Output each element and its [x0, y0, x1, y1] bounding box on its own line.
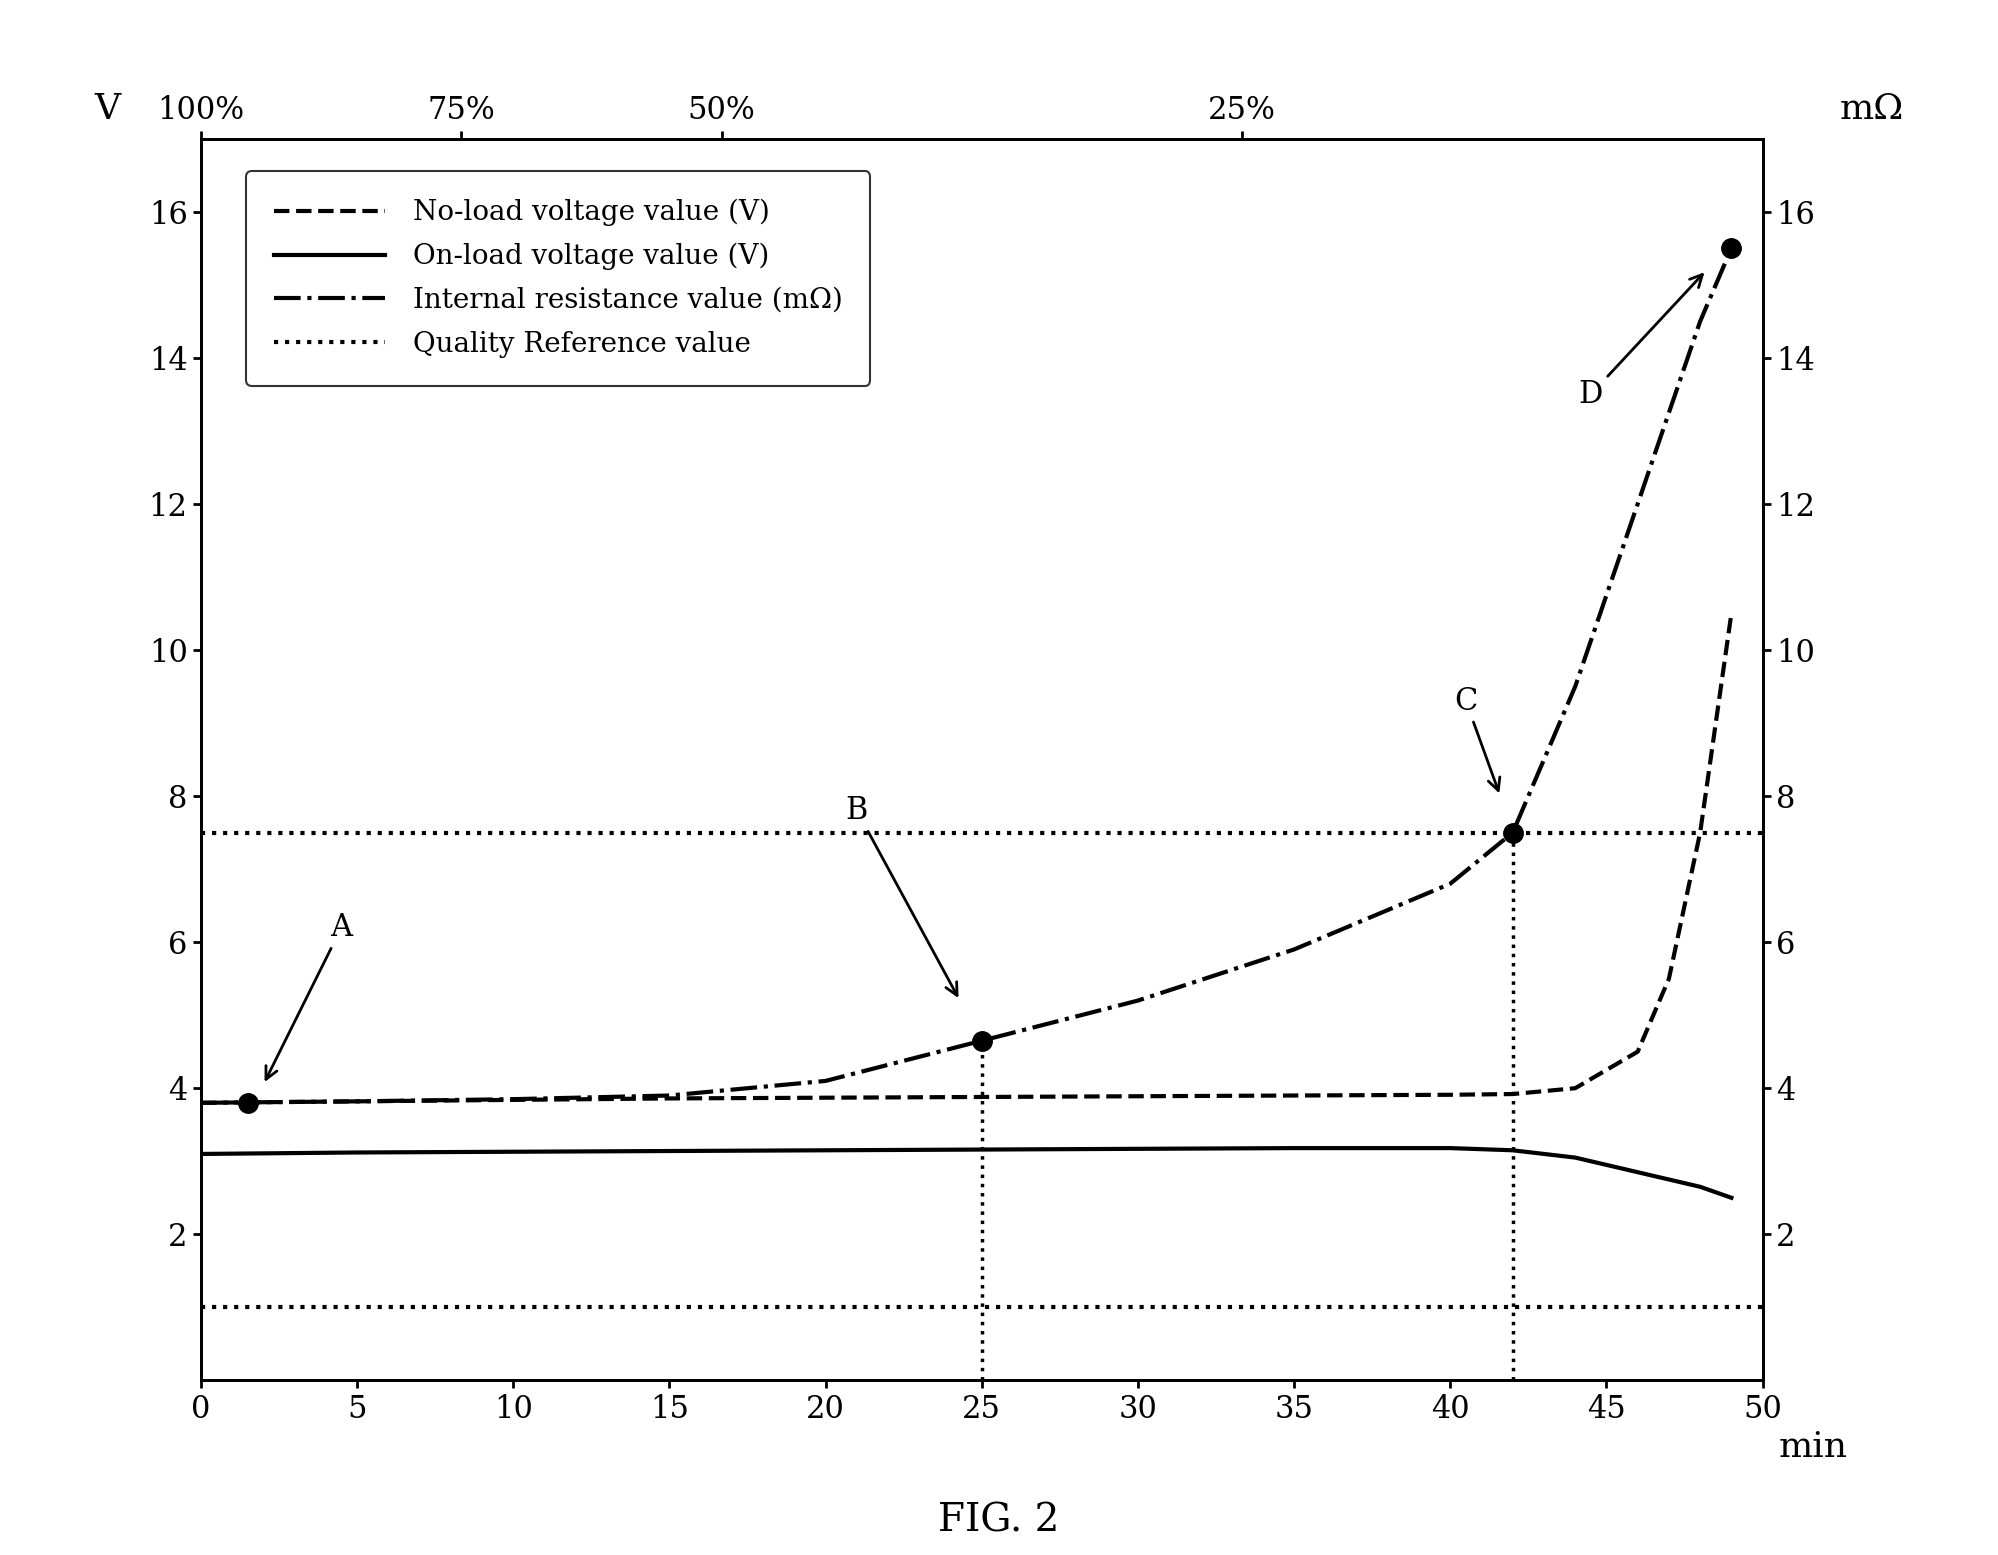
Text: FIG. 2: FIG. 2 — [939, 1502, 1059, 1539]
Text: B: B — [845, 795, 957, 995]
Text: V: V — [94, 92, 120, 126]
Text: min: min — [1778, 1431, 1848, 1463]
Text: D: D — [1578, 275, 1702, 411]
Legend: No-load voltage value (V), On-load voltage value (V), Internal resistance value : No-load voltage value (V), On-load volta… — [246, 171, 871, 386]
Text: mΩ: mΩ — [1840, 92, 1904, 126]
Text: A: A — [266, 913, 352, 1079]
Text: C: C — [1455, 686, 1500, 790]
